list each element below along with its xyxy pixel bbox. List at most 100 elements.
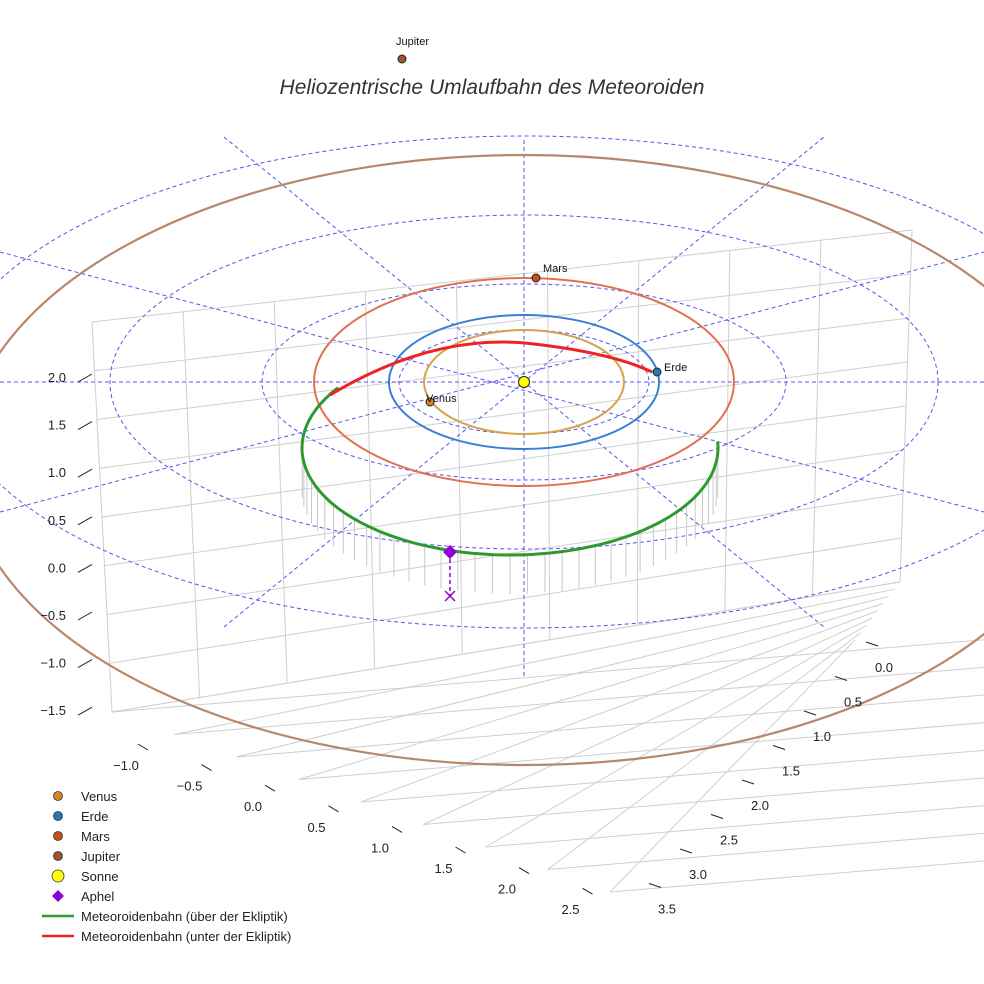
aphel-marker [443, 545, 457, 559]
grid-line [485, 625, 867, 848]
drop-lines [301, 453, 719, 594]
grid-line [94, 273, 911, 372]
legend-item: Mars [40, 826, 291, 846]
legend-label: Erde [81, 808, 109, 824]
z-tick-label: −1.0 [40, 656, 66, 671]
x-tick-mark [137, 743, 149, 751]
y-tick-mark [834, 676, 848, 681]
legend-item: Meteoroidenbahn (über der Ekliptik) [40, 906, 291, 926]
legend-item: Aphel [40, 886, 291, 906]
grid-line [298, 603, 884, 780]
planet-venus-marker [425, 397, 435, 407]
grid-line [99, 361, 908, 469]
legend-line-icon [40, 908, 76, 924]
x-tick-label: 2.0 [498, 882, 516, 897]
grid-line [111, 639, 984, 713]
x-tick-mark [518, 867, 530, 875]
grid-line [547, 832, 984, 870]
grid-line [104, 449, 905, 567]
z-tick-mark [77, 468, 93, 478]
z-tick-label: 0.0 [48, 560, 66, 575]
legend-item: Meteoroidenbahn (unter der Ekliptik) [40, 926, 291, 946]
planet-jupiter-marker [397, 54, 407, 64]
z-tick-mark [77, 706, 93, 716]
grid-line [236, 694, 984, 758]
planet-mars-marker [531, 273, 541, 283]
y-tick-label: 2.5 [720, 833, 738, 848]
legend-label: Sonne [81, 868, 119, 884]
grid-line [236, 596, 889, 758]
grid-line [485, 805, 984, 848]
y-tick-label: 2.0 [751, 798, 769, 813]
x-tick-label: −1.0 [113, 758, 139, 773]
y-tick-label: 1.5 [782, 764, 800, 779]
ecliptic-axis [0, 251, 984, 513]
grid-line [174, 588, 895, 735]
y-tick-mark [803, 710, 817, 716]
z-tick-mark [77, 659, 93, 669]
z-tick-label: 1.5 [48, 418, 66, 433]
y-tick-label: 0.0 [875, 660, 893, 675]
orbit-erde [388, 314, 660, 450]
orbit-jupiter [0, 153, 984, 767]
legend-dot-icon [40, 808, 76, 824]
legend-item: Venus [40, 786, 291, 806]
y-tick-label: 1.0 [813, 729, 831, 744]
x-tick-label: 2.5 [561, 902, 579, 917]
z-tick-label: 1.0 [48, 465, 66, 480]
planet-mars-label: Mars [543, 263, 568, 275]
grid-line [609, 639, 856, 893]
x-tick-mark [455, 846, 466, 854]
x-tick-label: −0.5 [177, 779, 203, 794]
grid-line [298, 722, 984, 780]
y-tick-label: 0.5 [844, 695, 862, 710]
z-tick-mark [77, 421, 93, 431]
z-tick-label: −0.5 [40, 608, 66, 623]
legend-item: Sonne [40, 866, 291, 886]
chart-title: Heliozentrische Umlaufbahn des Meteoroid… [280, 76, 705, 99]
z-tick-label: −1.5 [40, 703, 66, 718]
grid-line [174, 666, 984, 735]
x-tick-label: 1.5 [434, 861, 452, 876]
y-tick-mark [741, 779, 755, 785]
legend-label: Aphel [81, 888, 115, 904]
y-tick-label: 3.0 [689, 867, 707, 882]
y-tick-mark [772, 745, 786, 750]
grid-line [360, 610, 878, 803]
grid-line [96, 317, 910, 420]
meteoroid-orbit-below [329, 340, 653, 397]
axis-ticks: 2.0 1.5 1.0 0.5 0.0 −0.5 −1.0 −1.5 −1.0 −0.5 0.0 0.… [40, 370, 893, 917]
legend-dot-icon [40, 788, 76, 804]
planet-erde-marker [652, 367, 662, 377]
grid [91, 229, 984, 893]
x-tick-mark [328, 805, 339, 813]
legend: Venus Erde Mars Jupiter Sonne Aphel Meteoroide… [40, 786, 291, 946]
legend-label: Meteoroidenbahn (über der Ekliptik) [81, 908, 288, 924]
grid-line [423, 617, 873, 825]
grid-line [360, 749, 984, 803]
z-tick-label: 2.0 [48, 370, 66, 385]
legend-label: Jupiter [81, 848, 121, 864]
z-tick-label: 0.5 [48, 513, 66, 528]
y-tick-mark [648, 883, 662, 888]
z-tick-mark [77, 373, 93, 383]
y-tick-mark [865, 641, 879, 647]
legend-item: Jupiter [40, 846, 291, 866]
aphel-projection-marker [444, 590, 456, 602]
planet-erde-label: Erde [664, 362, 687, 374]
meteoroid-orbit-above [300, 386, 720, 557]
y-tick-mark [679, 848, 693, 854]
grid-line [609, 860, 984, 893]
grid-line [423, 777, 984, 825]
x-tick-mark [391, 825, 403, 833]
legend-label: Meteoroidenbahn (unter der Ekliptik) [81, 928, 292, 944]
grid-line [109, 537, 902, 664]
orbit-mars [313, 277, 735, 487]
planet-jupiter-label: Jupiter [396, 36, 429, 48]
x-tick-mark [582, 887, 593, 895]
legend-line-icon [40, 928, 76, 944]
x-tick-label: 1.0 [371, 840, 389, 855]
z-tick-mark [77, 563, 93, 573]
markers: Venus Erde Mars Jupiter [396, 36, 687, 602]
